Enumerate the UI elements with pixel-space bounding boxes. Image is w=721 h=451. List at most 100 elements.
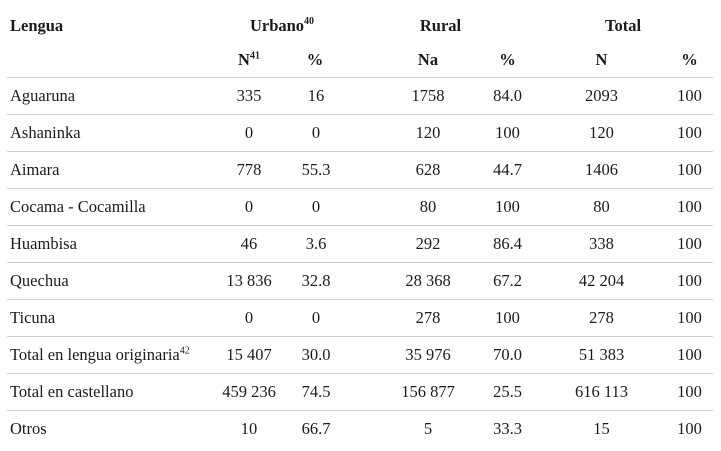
cell-total-n: 15 (533, 411, 666, 448)
cell-total-n-text: 1406 (585, 160, 618, 179)
cell-lengua: Quechua (7, 263, 216, 300)
cell-total-pct: 100 (666, 300, 713, 337)
cell-urbano-pct-text: 66.7 (301, 419, 331, 438)
cell-urbano-pct-text: 0 (311, 197, 321, 216)
table-row: Aimara 778 55.3 628 44.7 1406 100 (7, 152, 714, 189)
cell-urbano-n-text: 46 (240, 234, 258, 253)
cell-urbano-n: 10 (216, 411, 282, 448)
cell-rural-n: 156 877 (348, 374, 482, 411)
cell-total-pct: 100 (666, 226, 713, 263)
cell-rural-pct: 86.4 (482, 226, 533, 263)
cell-total-n-text: 338 (589, 234, 614, 253)
cell-rural-pct-text: 33.3 (493, 419, 522, 438)
cell-total-n: 278 (533, 300, 666, 337)
cell-rural-pct: 33.3 (482, 411, 533, 448)
cell-rural-pct: 70.0 (482, 337, 533, 374)
cell-lengua: Otros (7, 411, 216, 448)
cell-urbano-pct: 0 (282, 300, 348, 337)
cell-urbano-n: 15 407 (216, 337, 282, 374)
cell-total-n-text: 80 (593, 197, 610, 216)
cell-rural-n: 80 (348, 189, 482, 226)
cell-urbano-n-text: 0 (244, 123, 254, 142)
header-row-subcolumns: N41 % Na % N % (7, 50, 714, 78)
cell-urbano-pct: 3.6 (282, 226, 348, 263)
cell-lengua-text: Aimara (10, 160, 60, 179)
cell-lengua: Ashaninka (7, 115, 216, 152)
cell-total-pct: 100 (666, 411, 713, 448)
cell-urbano-n: 0 (216, 189, 282, 226)
header-urbano-n-label: N (238, 50, 250, 69)
cell-rural-n: 278 (348, 300, 482, 337)
header-total: Total (604, 16, 642, 35)
cell-rural-pct-text: 100 (495, 308, 520, 327)
cell-total-pct-text: 100 (677, 123, 702, 142)
cell-urbano-n: 335 (216, 78, 282, 115)
cell-lengua-text: Aguaruna (10, 86, 76, 105)
cell-total-n: 2093 (533, 78, 666, 115)
cell-lengua-text: Ticuna (10, 308, 56, 327)
header-lengua: Lengua (10, 16, 64, 35)
cell-rural-n-text: 1758 (411, 86, 445, 105)
cell-urbano-pct: 30.0 (282, 337, 348, 374)
cell-urbano-pct: 0 (282, 189, 348, 226)
header-rural-pct: % (499, 50, 516, 69)
cell-total-n: 42 204 (533, 263, 666, 300)
cell-total-pct-text: 100 (677, 308, 702, 327)
cell-rural-pct-text: 67.2 (493, 271, 522, 290)
cell-rural-n-text: 28 368 (405, 271, 451, 290)
cell-urbano-pct: 74.5 (282, 374, 348, 411)
cell-total-n-text: 616 113 (574, 382, 628, 401)
cell-rural-n-text: 156 877 (401, 382, 455, 401)
cell-total-pct-text: 100 (677, 419, 702, 438)
cell-rural-n: 28 368 (348, 263, 482, 300)
cell-total-n-text: 42 204 (578, 271, 625, 290)
cell-total-n: 338 (533, 226, 666, 263)
header-empty (7, 50, 216, 78)
cell-urbano-n-text: 0 (244, 197, 254, 216)
cell-lengua: Cocama - Cocamilla (7, 189, 216, 226)
cell-urbano-pct-text: 0 (311, 308, 321, 327)
cell-rural-pct: 84.0 (482, 78, 533, 115)
cell-rural-pct-text: 100 (495, 123, 520, 142)
cell-total-n: 80 (533, 189, 666, 226)
cell-urbano-pct-text: 3.6 (305, 234, 327, 253)
cell-urbano-pct-text: 0 (311, 123, 321, 142)
header-rural: Rural (419, 16, 462, 35)
cell-lengua-text: Total en lengua originaria (10, 345, 180, 364)
cell-total-pct-text: 100 (677, 234, 702, 253)
cell-total-n-text: 278 (589, 308, 614, 327)
cell-total-n-text: 15 (593, 419, 610, 438)
cell-urbano-n-text: 459 236 (222, 382, 276, 401)
language-table: Lengua Urbano40 Rural Total N41 % Na % N… (7, 0, 714, 448)
cell-urbano-pct-text: 32.8 (301, 271, 331, 290)
table-row: Total en castellano 459 236 74.5 156 877 25.… (7, 374, 714, 411)
cell-lengua-text: Huambisa (10, 234, 77, 253)
cell-lengua: Huambisa (7, 226, 216, 263)
cell-rural-n: 5 (348, 411, 482, 448)
cell-lengua: Ticuna (7, 300, 216, 337)
table-row: Cocama - Cocamilla 0 0 80 100 80 100 (7, 189, 714, 226)
cell-urbano-pct: 55.3 (282, 152, 348, 189)
cell-total-pct: 100 (666, 152, 713, 189)
cell-rural-n-text: 35 976 (405, 345, 451, 364)
cell-total-n: 616 113 (533, 374, 666, 411)
header-urbano-pct: % (306, 50, 324, 69)
cell-total-pct-text: 100 (677, 197, 702, 216)
cell-urbano-pct-text: 74.5 (301, 382, 331, 401)
cell-rural-pct: 25.5 (482, 374, 533, 411)
cell-total-n-text: 120 (589, 123, 614, 142)
cell-urbano-pct: 66.7 (282, 411, 348, 448)
cell-lengua-text: Ashaninka (10, 123, 81, 142)
cell-lengua: Aguaruna (7, 78, 216, 115)
cell-rural-pct: 100 (482, 189, 533, 226)
header-rural-n: Na (417, 50, 439, 69)
header-total-pct: % (681, 50, 698, 69)
cell-urbano-pct: 32.8 (282, 263, 348, 300)
cell-urbano-n: 459 236 (216, 374, 282, 411)
cell-rural-n-text: 628 (415, 160, 441, 179)
cell-lengua: Total en castellano (7, 374, 216, 411)
cell-urbano-pct-text: 30.0 (301, 345, 331, 364)
cell-lengua: Total en lengua originaria42 (7, 337, 216, 374)
cell-lengua: Aimara (7, 152, 216, 189)
cell-rural-pct: 100 (482, 300, 533, 337)
